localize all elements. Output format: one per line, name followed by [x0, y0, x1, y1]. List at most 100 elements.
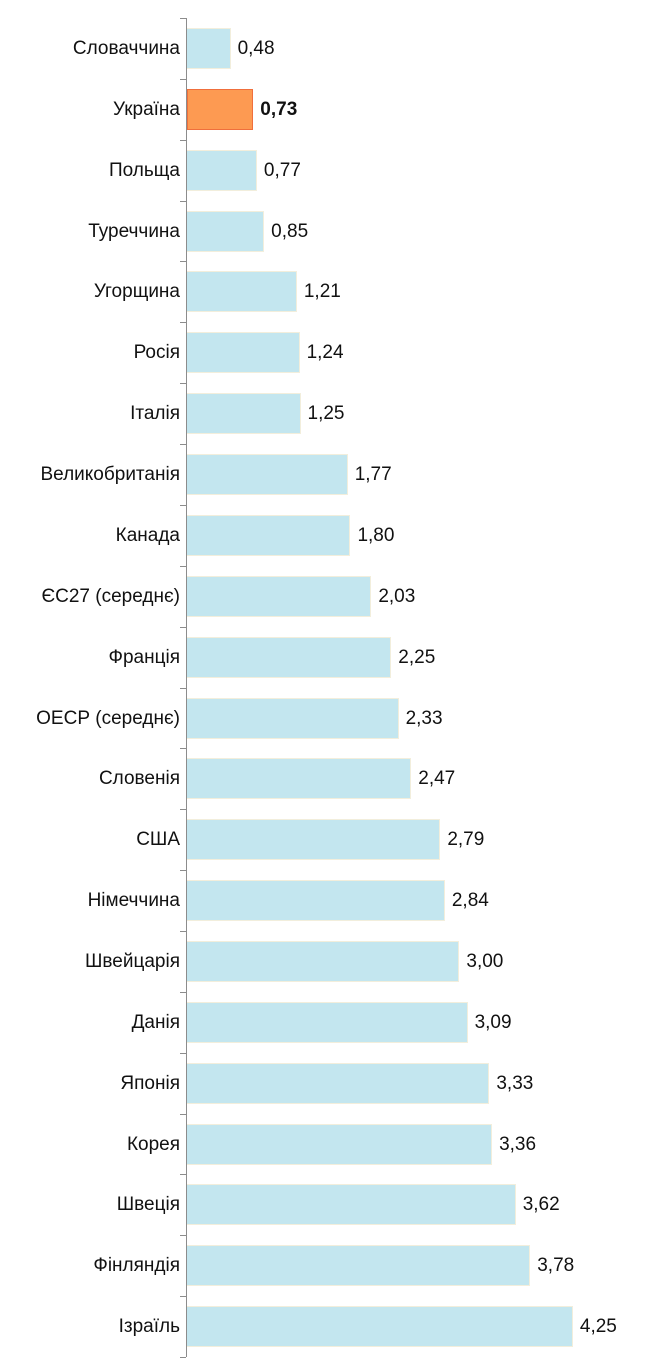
axis-tick	[180, 1357, 186, 1358]
axis-tick	[180, 139, 186, 141]
value-label: 2,03	[378, 585, 416, 607]
value-label: 2,33	[405, 707, 443, 729]
axis-tick	[180, 748, 186, 750]
axis-tick	[180, 1113, 186, 1115]
value-label: 1,80	[357, 524, 395, 546]
axis-tick	[180, 991, 186, 993]
category-label: Туреччина	[88, 220, 180, 242]
bar-row: Росія 1,24	[0, 322, 650, 383]
category-label: Фінляндія	[93, 1255, 180, 1277]
category-label: Ізраїль	[118, 1316, 180, 1338]
bar-row: Ізраїль 4,25	[0, 1296, 650, 1357]
bar	[187, 819, 441, 861]
category-label: Польща	[109, 159, 180, 181]
value-label: 2,84	[451, 890, 489, 912]
bar	[187, 210, 265, 252]
category-label: Канада	[115, 524, 180, 546]
axis-tick	[180, 565, 186, 567]
bar-row: Туреччина 0,85	[0, 201, 650, 262]
bar	[187, 758, 412, 800]
axis-tick	[180, 870, 186, 872]
axis-tick	[180, 1052, 186, 1054]
category-label: Швейцарія	[85, 950, 180, 972]
bar-row: Польща 0,77	[0, 140, 650, 201]
bar-row: Великобританія 1,77	[0, 444, 650, 505]
value-label: 3,33	[496, 1072, 534, 1094]
bar-row: США 2,79	[0, 809, 650, 870]
category-axis	[186, 18, 187, 1357]
axis-tick	[180, 504, 186, 506]
value-label: 3,09	[474, 1011, 512, 1033]
category-label: Італія	[130, 403, 180, 425]
category-label: Словенія	[98, 768, 180, 790]
bar	[187, 1123, 493, 1165]
value-label: 0,77	[263, 159, 301, 181]
axis-tick	[180, 1235, 186, 1237]
bar-row: Словаччина 0,48	[0, 18, 650, 79]
category-label: Росія	[133, 342, 180, 364]
category-label: США	[136, 829, 180, 851]
value-label: 3,36	[499, 1133, 537, 1155]
category-label: Франція	[108, 646, 180, 668]
axis-tick	[180, 930, 186, 932]
category-label: Данія	[131, 1011, 180, 1033]
bar	[187, 1184, 516, 1226]
value-label: 1,24	[306, 342, 344, 364]
bar	[187, 514, 351, 556]
value-label: 1,21	[303, 281, 341, 303]
bar-row: Швеція 3,62	[0, 1174, 650, 1235]
axis-tick	[180, 78, 186, 80]
value-label: 3,62	[522, 1194, 560, 1216]
axis-tick	[180, 1296, 186, 1298]
value-label: 0,73	[260, 98, 298, 120]
bar-row: Угорщина 1,21	[0, 261, 650, 322]
axis-tick	[180, 18, 186, 19]
value-label: 2,25	[398, 646, 436, 668]
bar	[187, 636, 392, 678]
bar-row: Україна 0,73	[0, 79, 650, 140]
value-label: 1,25	[307, 403, 345, 425]
bar	[187, 1062, 490, 1104]
bar-row: Швейцарія 3,00	[0, 931, 650, 992]
bar-row: Німеччина 2,84	[0, 870, 650, 931]
bar	[187, 697, 399, 739]
bar-row: Фінляндія 3,78	[0, 1235, 650, 1296]
bar	[187, 28, 231, 69]
category-label: Україна	[112, 98, 180, 120]
category-label: ОЕСР (середнє)	[36, 707, 180, 729]
bar	[187, 271, 297, 313]
category-label: Корея	[126, 1133, 180, 1155]
value-label: 3,00	[466, 950, 504, 972]
axis-tick	[180, 444, 186, 446]
bar-row: ОЕСР (середнє) 2,33	[0, 688, 650, 749]
value-label: 2,47	[418, 768, 456, 790]
category-label: ЄС27 (середнє)	[41, 585, 180, 607]
category-label: Японія	[120, 1072, 180, 1094]
highlighted-bar	[187, 88, 254, 130]
axis-tick	[180, 383, 186, 385]
axis-tick	[180, 200, 186, 202]
bar-row: Корея 3,36	[0, 1114, 650, 1175]
bar-row: Франція 2,25	[0, 627, 650, 688]
value-label: 4,25	[579, 1316, 617, 1338]
axis-tick	[180, 687, 186, 689]
axis-tick	[180, 261, 186, 263]
bar	[187, 1306, 573, 1348]
bar	[187, 393, 301, 435]
axis-tick	[180, 809, 186, 811]
bar	[187, 575, 372, 617]
axis-tick	[180, 322, 186, 324]
bar	[187, 1245, 531, 1287]
axis-tick	[180, 1174, 186, 1176]
bar-row: Японія 3,33	[0, 1053, 650, 1114]
bar-row: Данія 3,09	[0, 992, 650, 1053]
axis-tick	[180, 626, 186, 628]
bar	[187, 880, 445, 922]
category-label: Словаччина	[72, 38, 180, 59]
bar	[187, 940, 460, 982]
value-label: 3,78	[537, 1255, 575, 1277]
value-label: 0,85	[271, 220, 309, 242]
category-label: Угорщина	[93, 281, 180, 303]
value-label: 1,77	[354, 464, 392, 486]
